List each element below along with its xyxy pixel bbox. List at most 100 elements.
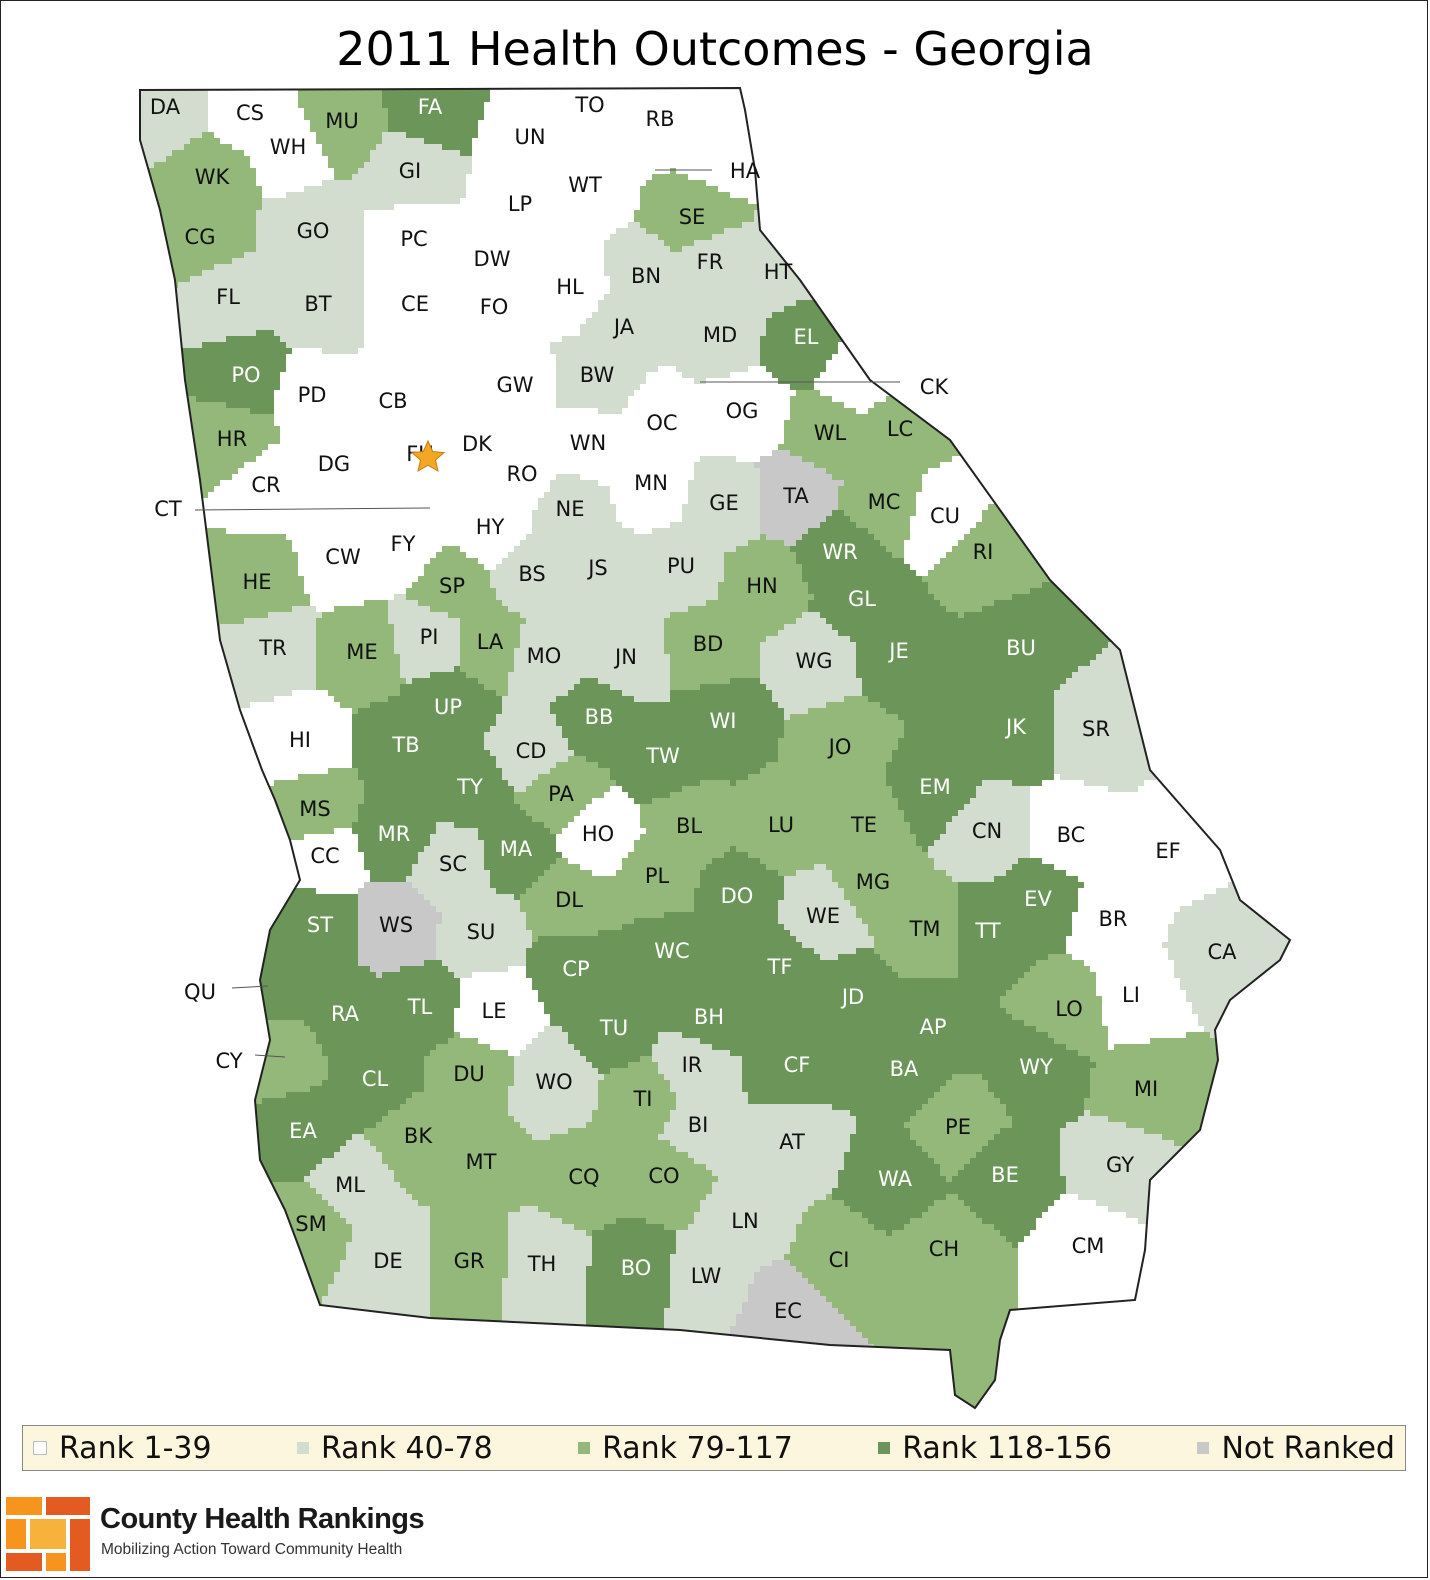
county-region-fill <box>778 906 857 913</box>
county-region-fill <box>616 510 683 517</box>
county-region-fill <box>832 1194 947 1201</box>
county-region-fill <box>364 282 611 289</box>
county-region-fill <box>760 858 935 865</box>
county-region-fill <box>178 282 365 289</box>
county-region-fill <box>532 978 1019 985</box>
county-region-fill <box>436 936 533 943</box>
county-region-fill <box>700 882 785 889</box>
county-region-fill <box>1264 1062 1290 1069</box>
county-region-fill <box>520 1050 581 1057</box>
county-region-fill <box>994 432 1061 439</box>
county-region-fill <box>1084 1104 1290 1111</box>
county-region-fill <box>610 282 839 289</box>
county-region-fill <box>1222 150 1290 157</box>
county-region-fill <box>904 540 959 547</box>
county-label-ir: IR <box>682 1053 703 1077</box>
county-region-fill <box>202 132 215 139</box>
county-region-fill <box>538 774 611 781</box>
county-region-fill <box>1072 120 1265 127</box>
county-region-fill <box>742 1080 947 1087</box>
county-region-fill <box>1054 1038 1109 1045</box>
county-region-fill <box>760 354 833 361</box>
county-region-fill <box>586 1356 665 1363</box>
county-region-fill <box>1078 894 1205 901</box>
county-region-fill <box>1024 972 1097 979</box>
county-region-fill <box>1072 924 1169 931</box>
county-region-fill <box>430 1410 503 1417</box>
county-region-fill <box>604 1224 665 1231</box>
county-region-fill <box>256 456 701 463</box>
county-region-fill <box>676 366 749 373</box>
county-region-fill <box>838 630 1121 637</box>
county-region-fill <box>304 1332 431 1339</box>
county-region-fill <box>532 1038 569 1045</box>
county-region-fill <box>1228 882 1290 889</box>
legend-label: Rank 1-39 <box>59 1430 212 1466</box>
county-region-fill <box>232 882 365 889</box>
county-region-fill <box>140 1038 317 1045</box>
county-region-fill <box>1036 456 1290 463</box>
leader-line-cy <box>254 1054 286 1058</box>
county-region-fill <box>934 840 1031 847</box>
county-region-fill <box>826 468 929 475</box>
county-region-fill <box>484 846 557 853</box>
county-region-fill <box>586 1056 641 1063</box>
county-region-fill <box>364 300 599 307</box>
county-region-fill <box>598 678 671 685</box>
county-label-jo: JO <box>827 735 852 759</box>
county-region-fill <box>140 480 221 487</box>
county-region-fill <box>802 456 953 463</box>
county-region-fill <box>724 552 797 559</box>
county-region-fill <box>406 594 497 601</box>
county-region-fill <box>916 510 983 517</box>
county-region-fill <box>1060 270 1290 277</box>
county-region-fill <box>1150 204 1290 211</box>
county-region-fill <box>490 882 533 889</box>
county-label-du: DU <box>453 1062 485 1086</box>
county-region-fill <box>1018 1362 1290 1369</box>
county-label-em: EM <box>919 775 950 799</box>
county-label-bb: BB <box>585 705 614 729</box>
county-region-fill <box>688 1152 845 1159</box>
county-label-bl: BL <box>676 814 702 838</box>
county-region-fill <box>958 918 1073 925</box>
county-region-fill <box>730 780 737 787</box>
county-region-fill <box>592 1248 677 1255</box>
county-region-fill <box>430 1254 509 1261</box>
county-region-fill <box>436 828 479 835</box>
county-region-fill <box>1006 990 1097 997</box>
county-region-fill <box>388 696 503 703</box>
county-region-fill <box>544 870 593 877</box>
county-region-fill <box>328 156 371 163</box>
county-region-fill <box>922 474 1019 481</box>
county-region-fill <box>286 534 527 541</box>
county-region-fill <box>1270 858 1290 865</box>
county-region-fill <box>1078 1050 1241 1057</box>
county-region-fill <box>670 1254 785 1261</box>
county-region-fill <box>1006 1110 1085 1117</box>
county-region-fill <box>140 330 257 337</box>
county-region-fill <box>982 780 1013 787</box>
county-label-lo: LO <box>1055 997 1082 1021</box>
county-region-fill <box>140 1326 311 1333</box>
county-region-fill <box>1174 966 1290 973</box>
county-region-fill <box>598 930 791 937</box>
county-region-fill <box>1018 858 1043 865</box>
county-region-fill <box>940 222 1127 229</box>
county-region-fill <box>316 1032 455 1039</box>
county-region-fill <box>514 660 671 667</box>
county-region-fill <box>418 858 485 865</box>
county-region-fill <box>508 684 575 691</box>
county-region-fill <box>484 102 977 109</box>
county-region-fill <box>1018 1386 1290 1393</box>
county-region-fill <box>1210 1152 1290 1159</box>
county-region-fill <box>976 1152 1061 1159</box>
county-label-cs: CS <box>236 101 264 125</box>
county-region-fill <box>910 534 965 541</box>
county-region-fill <box>304 834 359 841</box>
county-region-fill <box>502 1386 587 1393</box>
county-region-fill <box>472 156 863 163</box>
county-region-fill <box>544 1026 563 1033</box>
county-region-fill <box>550 708 785 715</box>
county-region-fill <box>140 180 257 187</box>
